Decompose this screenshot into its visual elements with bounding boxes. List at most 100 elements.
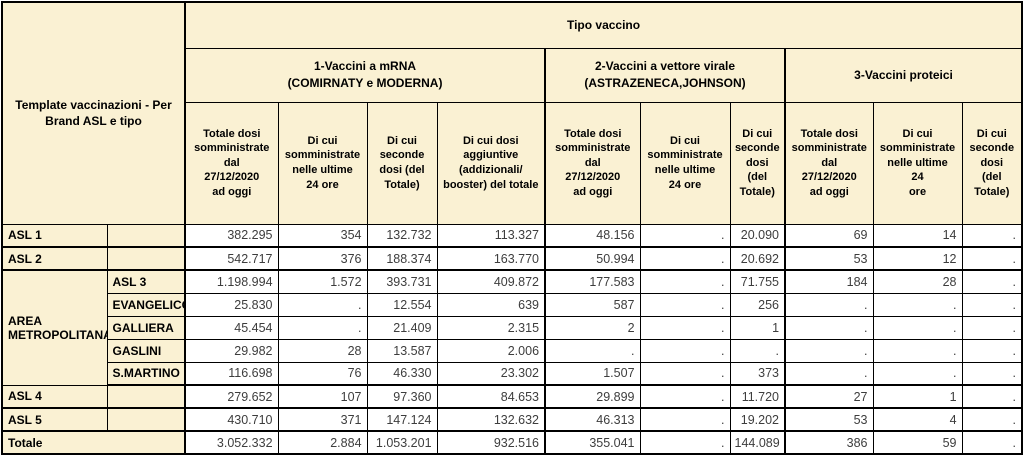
value-cell: 373 [729,361,786,386]
row-label-asl-1: ASL 1 [1,223,108,248]
value-cell: 1 [729,315,786,340]
value-cell: . [961,292,1023,317]
value-cell: 147.124 [366,407,438,432]
value-cell: . [639,361,731,386]
value-cell: . [639,338,731,363]
value-cell: 59 [872,430,963,455]
table-row-galliera: GALLIERA 45.454 . 21.409 2.315 2 . 1 . .… [2,315,1023,340]
value-cell: 354 [277,223,368,248]
value-cell: 386 [784,430,874,455]
header-row-groups: 1-Vaccini a mRNA (COMIRNATY e MODERNA) 2… [2,47,1023,103]
value-cell: 355.041 [544,430,641,455]
value-cell: 2.315 [436,315,546,340]
column-header: Di cui somministrate nelle ultime 24 ore [872,101,963,225]
brand-cell-empty [106,384,186,409]
column-header: Totale dosi somministrate dal 27/12/2020… [544,101,641,225]
table-row-gaslini: GASLINI 29.982 28 13.587 2.006 . . . . .… [2,338,1023,363]
value-cell: 4 [872,407,963,432]
row-label-totale: Totale [1,430,186,455]
value-cell: . [961,246,1023,271]
value-cell: 376 [277,246,368,271]
value-cell: . [784,315,874,340]
value-cell: 542.717 [184,246,279,271]
value-cell: 1.198.994 [184,269,279,294]
table-row-evangelico: EVANGELICO 25.830 . 12.554 639 587 . 256… [2,292,1023,317]
value-cell: 184 [784,269,874,294]
column-header: Di cui seconde dosi (del Totale) [961,101,1023,225]
value-cell: 14 [872,223,963,248]
value-cell: 12 [872,246,963,271]
table-row-asl-1: ASL 1 382.295 354 132.732 113.327 48.156… [1,223,1023,248]
value-cell: 113.327 [436,223,546,248]
value-cell: 45.454 [184,315,279,340]
brand-label-smartino: S.MARTINO [106,361,186,386]
column-header: Di cui seconde dosi (del Totale) [729,101,786,225]
row-label-asl-5: ASL 5 [1,407,108,432]
value-cell: 144.089 [729,430,786,455]
value-cell: 393.731 [366,269,438,294]
value-cell: . [544,338,641,363]
column-header: Di cui seconde dosi (del Totale) [366,101,438,225]
value-cell: 1.053.201 [366,430,438,455]
value-cell: 587 [544,292,641,317]
brand-cell-empty [106,223,186,248]
table-row-asl-2: ASL 2 542.717 376 188.374 163.770 50.994… [1,246,1023,271]
value-cell: 25.830 [184,292,279,317]
value-cell: 932.516 [436,430,546,455]
column-header: Di cui somministrate nelle ultime 24 ore [639,101,731,225]
value-cell: 20.692 [729,246,786,271]
group-header-vettore-virale: 2-Vaccini a vettore virale (ASTRAZENECA,… [544,47,786,103]
value-cell: . [961,338,1023,363]
value-cell: 1.507 [544,361,641,386]
value-cell: . [639,315,731,340]
table-row-asl-5: ASL 5 430.710 371 147.124 132.632 46.313… [1,407,1023,432]
value-cell: 279.652 [184,384,279,409]
value-cell: 2 [544,315,641,340]
brand-cell-empty [106,407,186,432]
value-cell: 50.994 [544,246,641,271]
row-label-area-metropolitana: AREA METROPOLITANA [1,269,108,386]
header-row-columns: Totale dosi somministrate dal 27/12/2020… [2,101,1023,225]
value-cell: . [729,338,786,363]
value-cell: . [639,384,731,409]
value-cell: 107 [277,384,368,409]
brand-label-asl-3: ASL 3 [106,269,186,294]
value-cell: 132.632 [436,407,546,432]
value-cell: . [961,361,1023,386]
value-cell: 3.052.332 [184,430,279,455]
column-header: Di cui dosi aggiuntive (addizionali/ boo… [436,101,546,225]
value-cell: 46.313 [544,407,641,432]
row-label-asl-4: ASL 4 [1,384,108,409]
value-cell: 2.006 [436,338,546,363]
value-cell: 13.587 [366,338,438,363]
value-cell: 28 [277,338,368,363]
value-cell: 116.698 [184,361,279,386]
value-cell: 409.872 [436,269,546,294]
value-cell: 76 [277,361,368,386]
value-cell: 371 [277,407,368,432]
value-cell: 84.653 [436,384,546,409]
value-cell: 69 [784,223,874,248]
brand-label-gaslini: GASLINI [106,338,186,363]
value-cell: 53 [784,407,874,432]
value-cell: 20.090 [729,223,786,248]
group-header-proteici: 3-Vaccini proteici [784,47,1023,103]
value-cell: 28 [872,269,963,294]
column-header: Di cui somministrate nelle ultime 24 ore [277,101,368,225]
table-row-smartino: S.MARTINO 116.698 76 46.330 23.302 1.507… [2,361,1023,386]
value-cell: 163.770 [436,246,546,271]
value-cell: . [639,407,731,432]
value-cell: 1.572 [277,269,368,294]
column-header: Totale dosi somministrate dal 27/12/2020… [784,101,874,225]
header-tipo-vaccino: Tipo vaccino [184,1,1023,49]
value-cell: . [639,246,731,271]
value-cell: 1 [872,384,963,409]
value-cell: . [872,315,963,340]
value-cell: . [961,223,1023,248]
value-cell: . [961,407,1023,432]
brand-label-evangelico: EVANGELICO [106,292,186,317]
value-cell: 639 [436,292,546,317]
value-cell: . [872,361,963,386]
value-cell: 132.732 [366,223,438,248]
